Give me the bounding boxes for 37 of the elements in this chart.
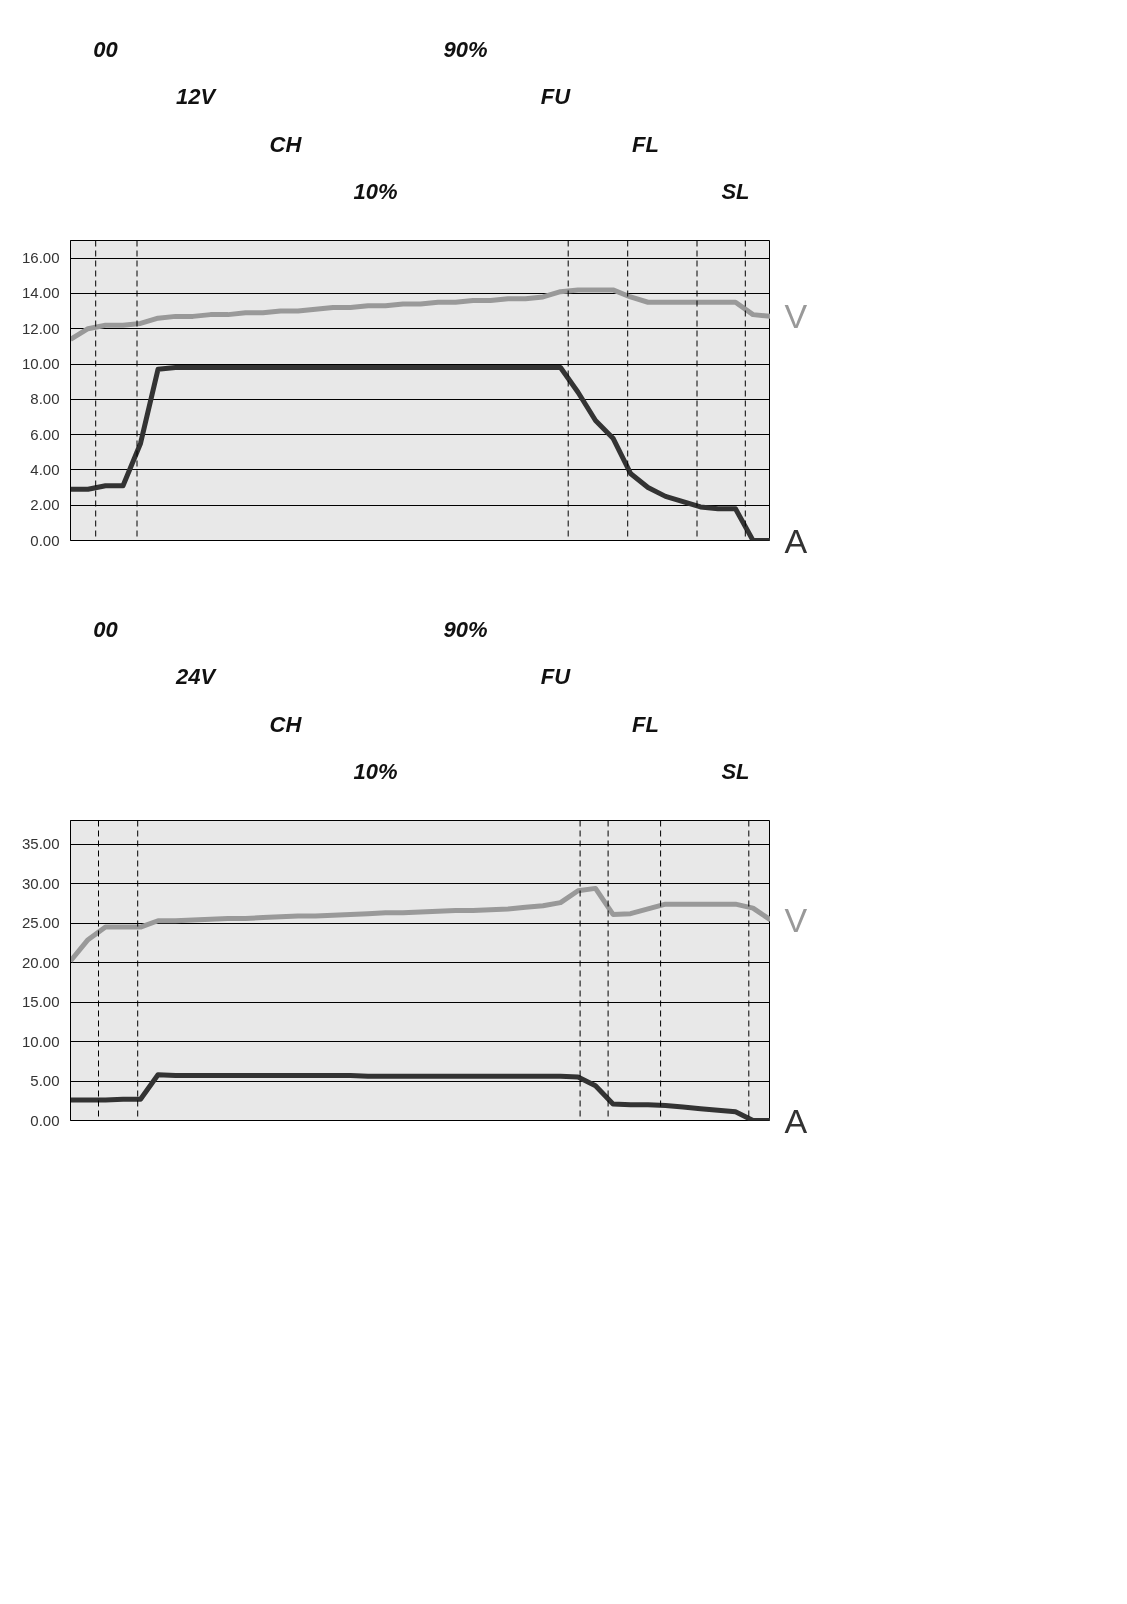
text: CH <box>269 711 303 737</box>
text: FU <box>540 664 572 690</box>
series-label: V <box>784 900 808 939</box>
text: SL <box>721 759 750 785</box>
y-tick-label: 10.00 <box>21 355 60 373</box>
y-tick-label: 14.00 <box>21 284 60 302</box>
y-tick-label: 10.00 <box>21 1032 60 1050</box>
series-label: V <box>784 297 808 336</box>
y-tick-label: 12.00 <box>21 319 60 337</box>
text: 12V <box>175 84 218 110</box>
text: 90% <box>443 36 488 62</box>
y-tick-label: 8.00 <box>30 390 60 408</box>
y-tick-label: 2.00 <box>30 496 60 514</box>
y-tick-label: 16.00 <box>21 249 60 267</box>
y-tick-label: 30.00 <box>21 874 60 892</box>
text: FU <box>540 84 572 110</box>
y-tick-label: 15.00 <box>21 993 60 1011</box>
text: 24V <box>174 664 218 690</box>
text: CH <box>269 131 303 157</box>
y-tick-label: 4.00 <box>30 460 60 478</box>
text: FL <box>632 131 659 157</box>
text: 10% <box>353 759 398 785</box>
text: SL <box>721 179 750 205</box>
text: 00 <box>93 36 119 62</box>
y-tick-label: 0.00 <box>30 531 60 549</box>
y-tick-label: 6.00 <box>30 425 60 443</box>
y-tick-label: 0.00 <box>30 1111 60 1129</box>
text: FL <box>632 711 659 737</box>
text: 00 <box>93 616 119 642</box>
y-tick-label: 20.00 <box>21 953 60 971</box>
series-label: A <box>784 1101 808 1140</box>
y-tick-label: 35.00 <box>21 835 60 853</box>
text: 90% <box>443 616 488 642</box>
y-tick-label: 5.00 <box>30 1072 60 1090</box>
text: 10% <box>353 179 398 205</box>
series-label: A <box>784 521 808 560</box>
y-tick-label: 25.00 <box>21 914 60 932</box>
